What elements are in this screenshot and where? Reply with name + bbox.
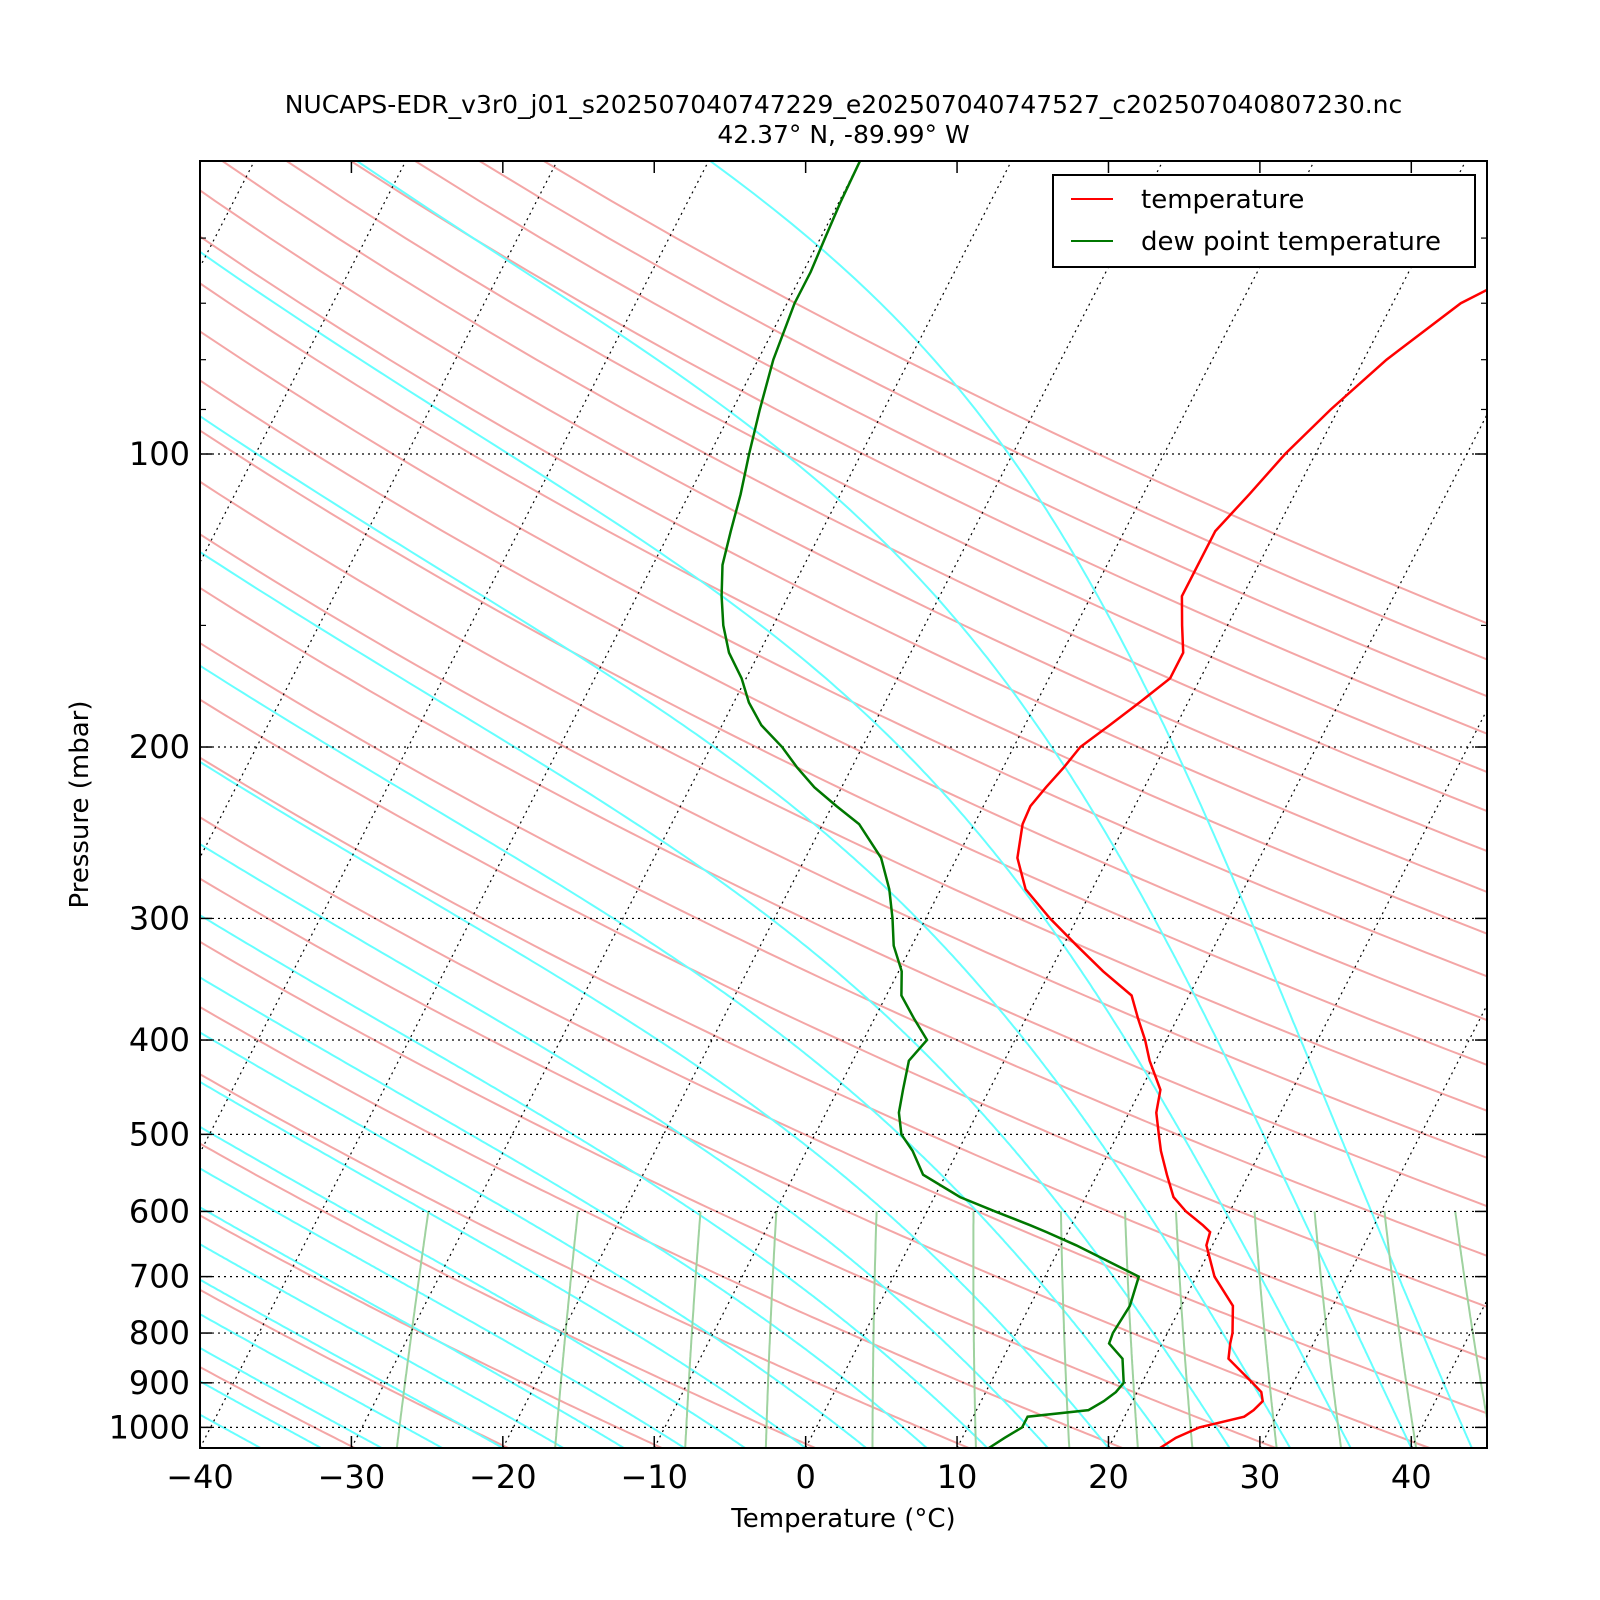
y-tick-label: 200 [129, 728, 190, 766]
moist-adiabat [200, 1080, 807, 1448]
chart-title: NUCAPS-EDR_v3r0_j01_s202507040747229_e20… [285, 90, 1403, 119]
y-tick-label: 900 [129, 1364, 190, 1402]
mixing-ratio-line [684, 1211, 702, 1448]
dry-adiabat [221, 161, 1487, 813]
dry-adiabat [200, 429, 1487, 1066]
mixing-ratio-line [1383, 1211, 1418, 1448]
moist-adiabat [200, 414, 1292, 1448]
dry-adiabat [200, 480, 1487, 1112]
mixing-ratio-line [395, 1211, 430, 1448]
y-tick-label: 600 [129, 1192, 190, 1230]
dry-adiabat [200, 1142, 816, 1448]
moist-adiabat [200, 842, 1049, 1448]
y-tick-label: 300 [129, 899, 190, 937]
moist-adiabat [200, 976, 928, 1448]
axis-ticks: −40 −30 −20 −10 0 10 20 30 40 100 200 300 400 500 600 7… [109, 161, 1487, 1496]
dewpoint-line [720, 161, 1141, 1448]
legend-box [1052, 174, 1476, 268]
mixing-ratio-line [871, 1211, 878, 1448]
mixing-ratio-line [764, 1211, 778, 1448]
dry-adiabat [200, 1365, 356, 1448]
x-tick-label: 0 [795, 1458, 815, 1496]
moist-adiabat [709, 161, 1473, 1448]
y-axis-label: Pressure (mbar) [65, 700, 95, 908]
dry-adiabat [200, 698, 1487, 1308]
dry-adiabat [200, 877, 1430, 1448]
moist-adiabat [200, 1278, 504, 1448]
dry-adiabat [200, 756, 1487, 1361]
mixing-ratio-line [1059, 1211, 1071, 1448]
temperature-line [1016, 288, 1487, 1448]
moist-adiabat [200, 1346, 383, 1448]
moist-adiabat [200, 760, 1110, 1448]
moist-adiabat [200, 550, 1231, 1448]
isotherm [805, 161, 1467, 1448]
dry-adiabat [200, 1073, 970, 1448]
background-lines [200, 161, 1487, 1448]
mixing-ratio-line [554, 1211, 579, 1448]
isotherm [653, 161, 1315, 1448]
moist-adiabat [200, 1167, 686, 1448]
dry-adiabat [200, 235, 1487, 893]
isotherm [1107, 708, 1487, 1448]
y-tick-label: 100 [129, 435, 190, 473]
x-tick-label: 10 [937, 1458, 978, 1496]
moist-adiabat [200, 1125, 746, 1448]
dry-adiabat [200, 1005, 1123, 1448]
moist-adiabat [200, 914, 989, 1448]
moist-adiabat [200, 664, 1170, 1448]
isotherm [200, 161, 861, 1448]
isotherm [350, 161, 1012, 1448]
y-tick-label: 800 [129, 1314, 190, 1352]
data-series [720, 161, 1487, 1448]
moist-adiabat [200, 1031, 867, 1448]
x-tick-label: −10 [620, 1458, 688, 1496]
moist-adiabat [200, 250, 1352, 1448]
isotherm [1259, 1003, 1487, 1448]
mixing-ratio-line [1174, 1211, 1194, 1448]
x-tick-label: 20 [1088, 1458, 1129, 1496]
dry-adiabat [200, 641, 1487, 1257]
moist-adiabat [200, 1313, 443, 1448]
x-tick-label: 40 [1391, 1458, 1432, 1496]
dry-adiabat [200, 1214, 663, 1448]
legend: temperature dew point temperature [1052, 174, 1476, 268]
x-tick-label: −30 [318, 1458, 386, 1496]
mixing-ratio-line [972, 1211, 977, 1448]
x-tick-label: −20 [469, 1458, 537, 1496]
dry-adiabat [200, 330, 1487, 978]
plot-frame [199, 160, 1488, 1449]
dry-adiabat [200, 533, 1487, 1159]
moist-adiabat [200, 1243, 564, 1448]
legend-label-temperature: temperature [1141, 185, 1304, 215]
mixing-ratio-line [1253, 1211, 1278, 1448]
dry-adiabat [200, 282, 1487, 935]
y-tick-label: 700 [129, 1258, 190, 1296]
isotherm [502, 161, 1164, 1448]
dry-adiabat [200, 379, 1487, 1022]
dry-adiabat [200, 1288, 509, 1448]
legend-label-dewpoint: dew point temperature [1141, 227, 1441, 257]
dry-adiabat [200, 586, 1487, 1208]
moist-adiabat [200, 1206, 625, 1448]
dry-adiabat [200, 189, 1487, 853]
mixing-ratio-line [1124, 1211, 1139, 1448]
isotherm [956, 413, 1487, 1448]
x-tick-label: 30 [1240, 1458, 1281, 1496]
dry-adiabat [200, 816, 1487, 1415]
y-tick-label: 400 [129, 1021, 190, 1059]
chart-subtitle: 42.37° N, -89.99° W [717, 120, 969, 149]
y-tick-label: 1000 [109, 1408, 190, 1446]
x-tick-label: −40 [166, 1458, 234, 1496]
mixing-ratio-line [1313, 1211, 1342, 1448]
y-tick-label: 500 [129, 1115, 190, 1153]
x-axis-label: Temperature (°C) [730, 1504, 955, 1534]
moist-adiabat [356, 161, 1413, 1448]
